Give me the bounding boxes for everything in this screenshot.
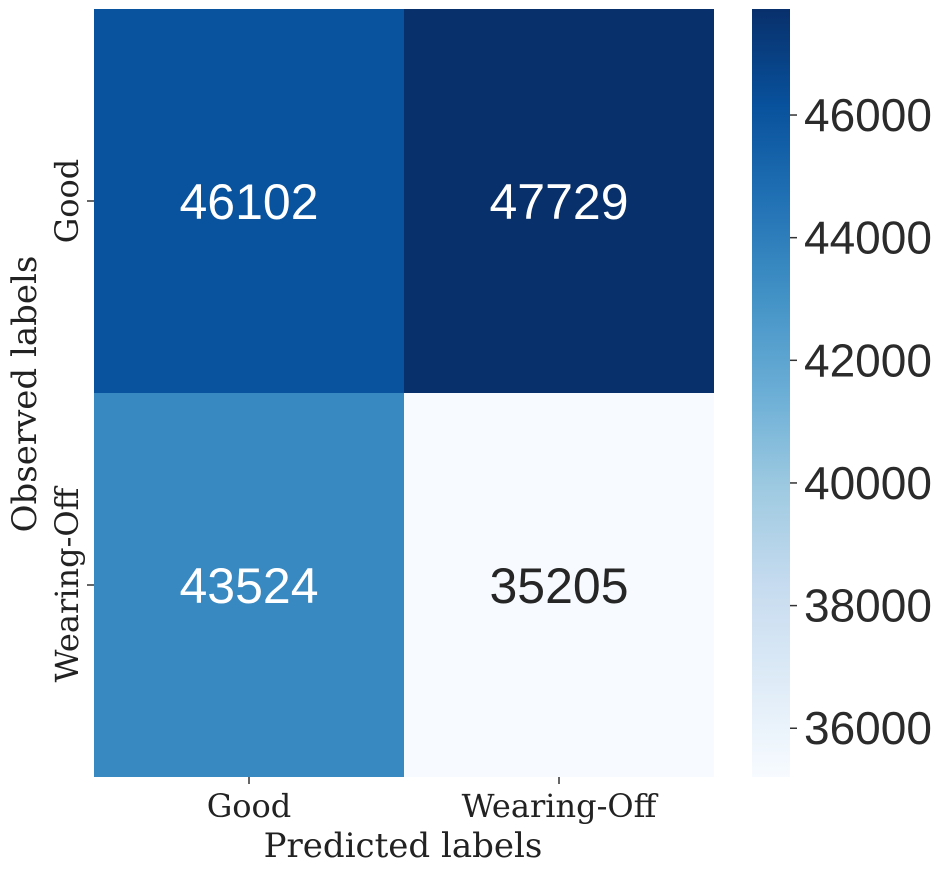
colorbar-tick-label: 38000 [804, 580, 932, 632]
cell-value-label: 43524 [179, 558, 318, 614]
y-tick-label: Good [48, 159, 86, 244]
colorbar-tick-label: 44000 [804, 212, 932, 264]
heatmap-cell [404, 393, 714, 777]
cell-labels: 46102 47729 43524 35205 [179, 174, 628, 614]
cell-value-label: 35205 [489, 558, 628, 614]
heatmap-cell [94, 393, 404, 777]
y-axis-title: Observed labels [5, 256, 45, 533]
heatmap-cell [404, 9, 714, 393]
colorbar-tick-label: 36000 [804, 702, 932, 754]
cell-value-label: 46102 [179, 174, 318, 230]
colorbar-tick-label: 40000 [804, 457, 932, 509]
heatmap-cell [94, 9, 404, 393]
colorbar-ticks: 36000 38000 40000 42000 44000 46000 [790, 89, 932, 754]
x-tick-label: Good [207, 787, 292, 825]
y-tick-label: Wearing-Off [48, 485, 86, 682]
colorbar [752, 9, 790, 777]
colorbar-tick-label: 46000 [804, 89, 932, 141]
x-axis-ticks: Good Wearing-Off [207, 777, 659, 825]
colorbar-tick-label: 42000 [804, 334, 932, 386]
heatmap-cells [94, 9, 714, 777]
cell-value-label: 47729 [489, 174, 628, 230]
x-tick-label: Wearing-Off [462, 787, 659, 825]
x-axis-title: Predicted labels [264, 826, 543, 866]
y-axis-ticks: Good Wearing-Off [48, 159, 94, 682]
